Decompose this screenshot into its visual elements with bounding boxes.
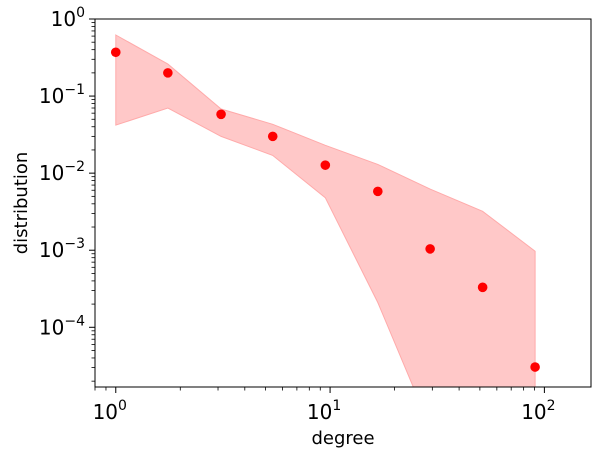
x-tick-label: 101 <box>307 398 341 424</box>
data-point <box>267 131 278 142</box>
y-tick-label: 10−1 <box>39 82 85 108</box>
band-area <box>115 34 536 387</box>
data-point <box>425 244 435 254</box>
y-axis: 10−4 10−3 10−2 10−1 100 <box>39 5 95 382</box>
data-points <box>110 47 540 372</box>
confidence-band <box>115 34 536 387</box>
x-axis-label: degree <box>311 428 374 449</box>
data-point <box>477 282 488 293</box>
x-tick-label: 100 <box>93 398 127 424</box>
data-point <box>530 362 540 372</box>
y-tick-label: 100 <box>51 5 85 31</box>
y-tick-label: 10−3 <box>39 236 85 262</box>
data-point <box>163 68 173 78</box>
x-axis: 100 101 102 <box>93 387 556 424</box>
data-point <box>110 47 121 58</box>
y-axis-label: distribution <box>11 152 32 255</box>
y-tick-label: 10−4 <box>39 313 85 339</box>
data-point <box>216 109 226 120</box>
y-tick-label: 10−2 <box>39 159 85 185</box>
data-point <box>373 186 383 197</box>
plot-frame <box>94 18 592 388</box>
data-point <box>320 160 331 170</box>
x-tick-label: 102 <box>521 398 555 424</box>
